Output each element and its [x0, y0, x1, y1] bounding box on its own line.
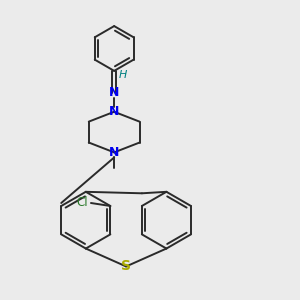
- Text: H: H: [118, 70, 127, 80]
- Text: Cl: Cl: [76, 196, 88, 209]
- Text: S: S: [121, 260, 131, 274]
- Text: N: N: [109, 146, 119, 159]
- Text: N: N: [109, 105, 119, 118]
- Text: N: N: [109, 86, 119, 99]
